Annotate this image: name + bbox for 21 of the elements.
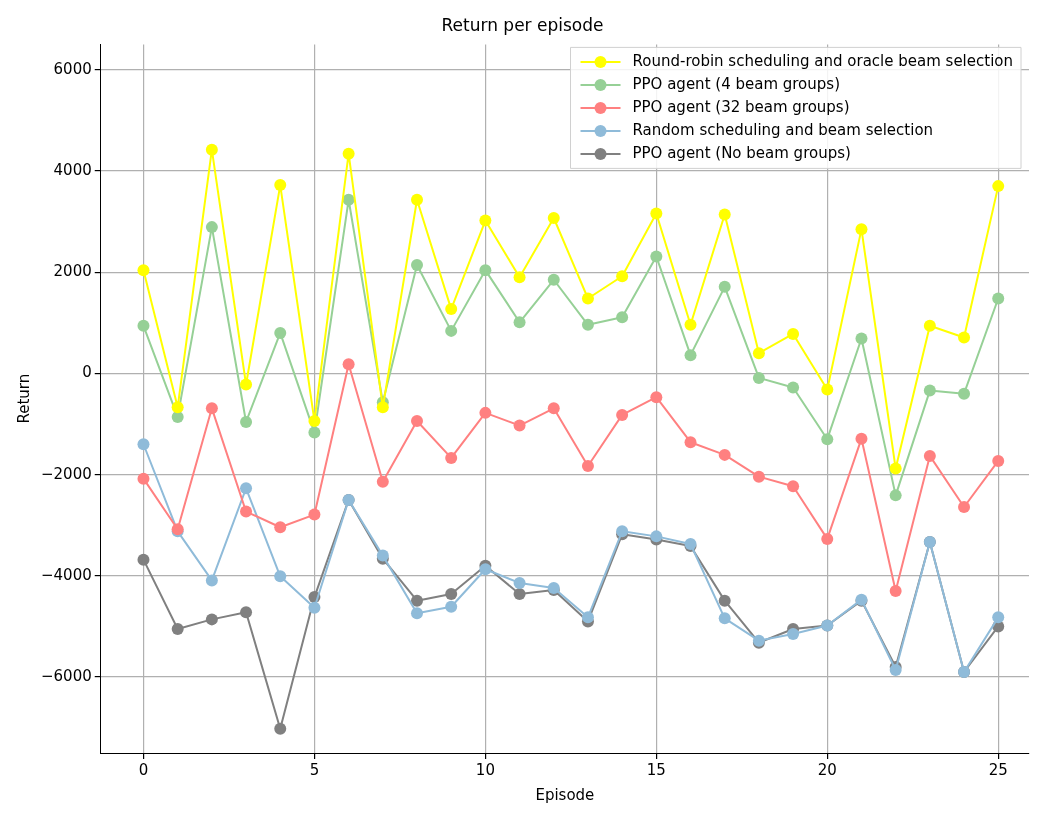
x-tick-label: 5 — [309, 760, 320, 779]
x-tick-label: 25 — [988, 760, 1008, 779]
y-tick-label: 0 — [82, 363, 92, 382]
chart-title: Return per episode — [441, 14, 604, 35]
y-tick-label: 4000 — [53, 160, 92, 179]
y-axis-title: Return — [14, 373, 33, 424]
x-tick-label: 20 — [817, 760, 837, 779]
x-tick-label: 10 — [475, 760, 495, 779]
legend-label: PPO agent (4 beam groups) — [632, 74, 840, 93]
y-tick-label: −6000 — [40, 666, 92, 685]
legend-label: PPO agent (32 beam groups) — [632, 97, 850, 116]
x-tick-label: 0 — [138, 760, 149, 779]
legend-label: Round-robin scheduling and oracle beam selection — [632, 51, 1014, 70]
legend-label: PPO agent (No beam groups) — [632, 143, 851, 162]
y-tick-label: 6000 — [53, 59, 92, 78]
legend-label: Random scheduling and beam selection — [632, 120, 934, 139]
y-tick-label: −2000 — [40, 464, 92, 483]
x-tick-label: 15 — [646, 760, 666, 779]
y-tick-label: 2000 — [53, 262, 92, 281]
y-tick-label: −4000 — [40, 565, 92, 584]
x-axis-title: Episode — [535, 785, 595, 804]
